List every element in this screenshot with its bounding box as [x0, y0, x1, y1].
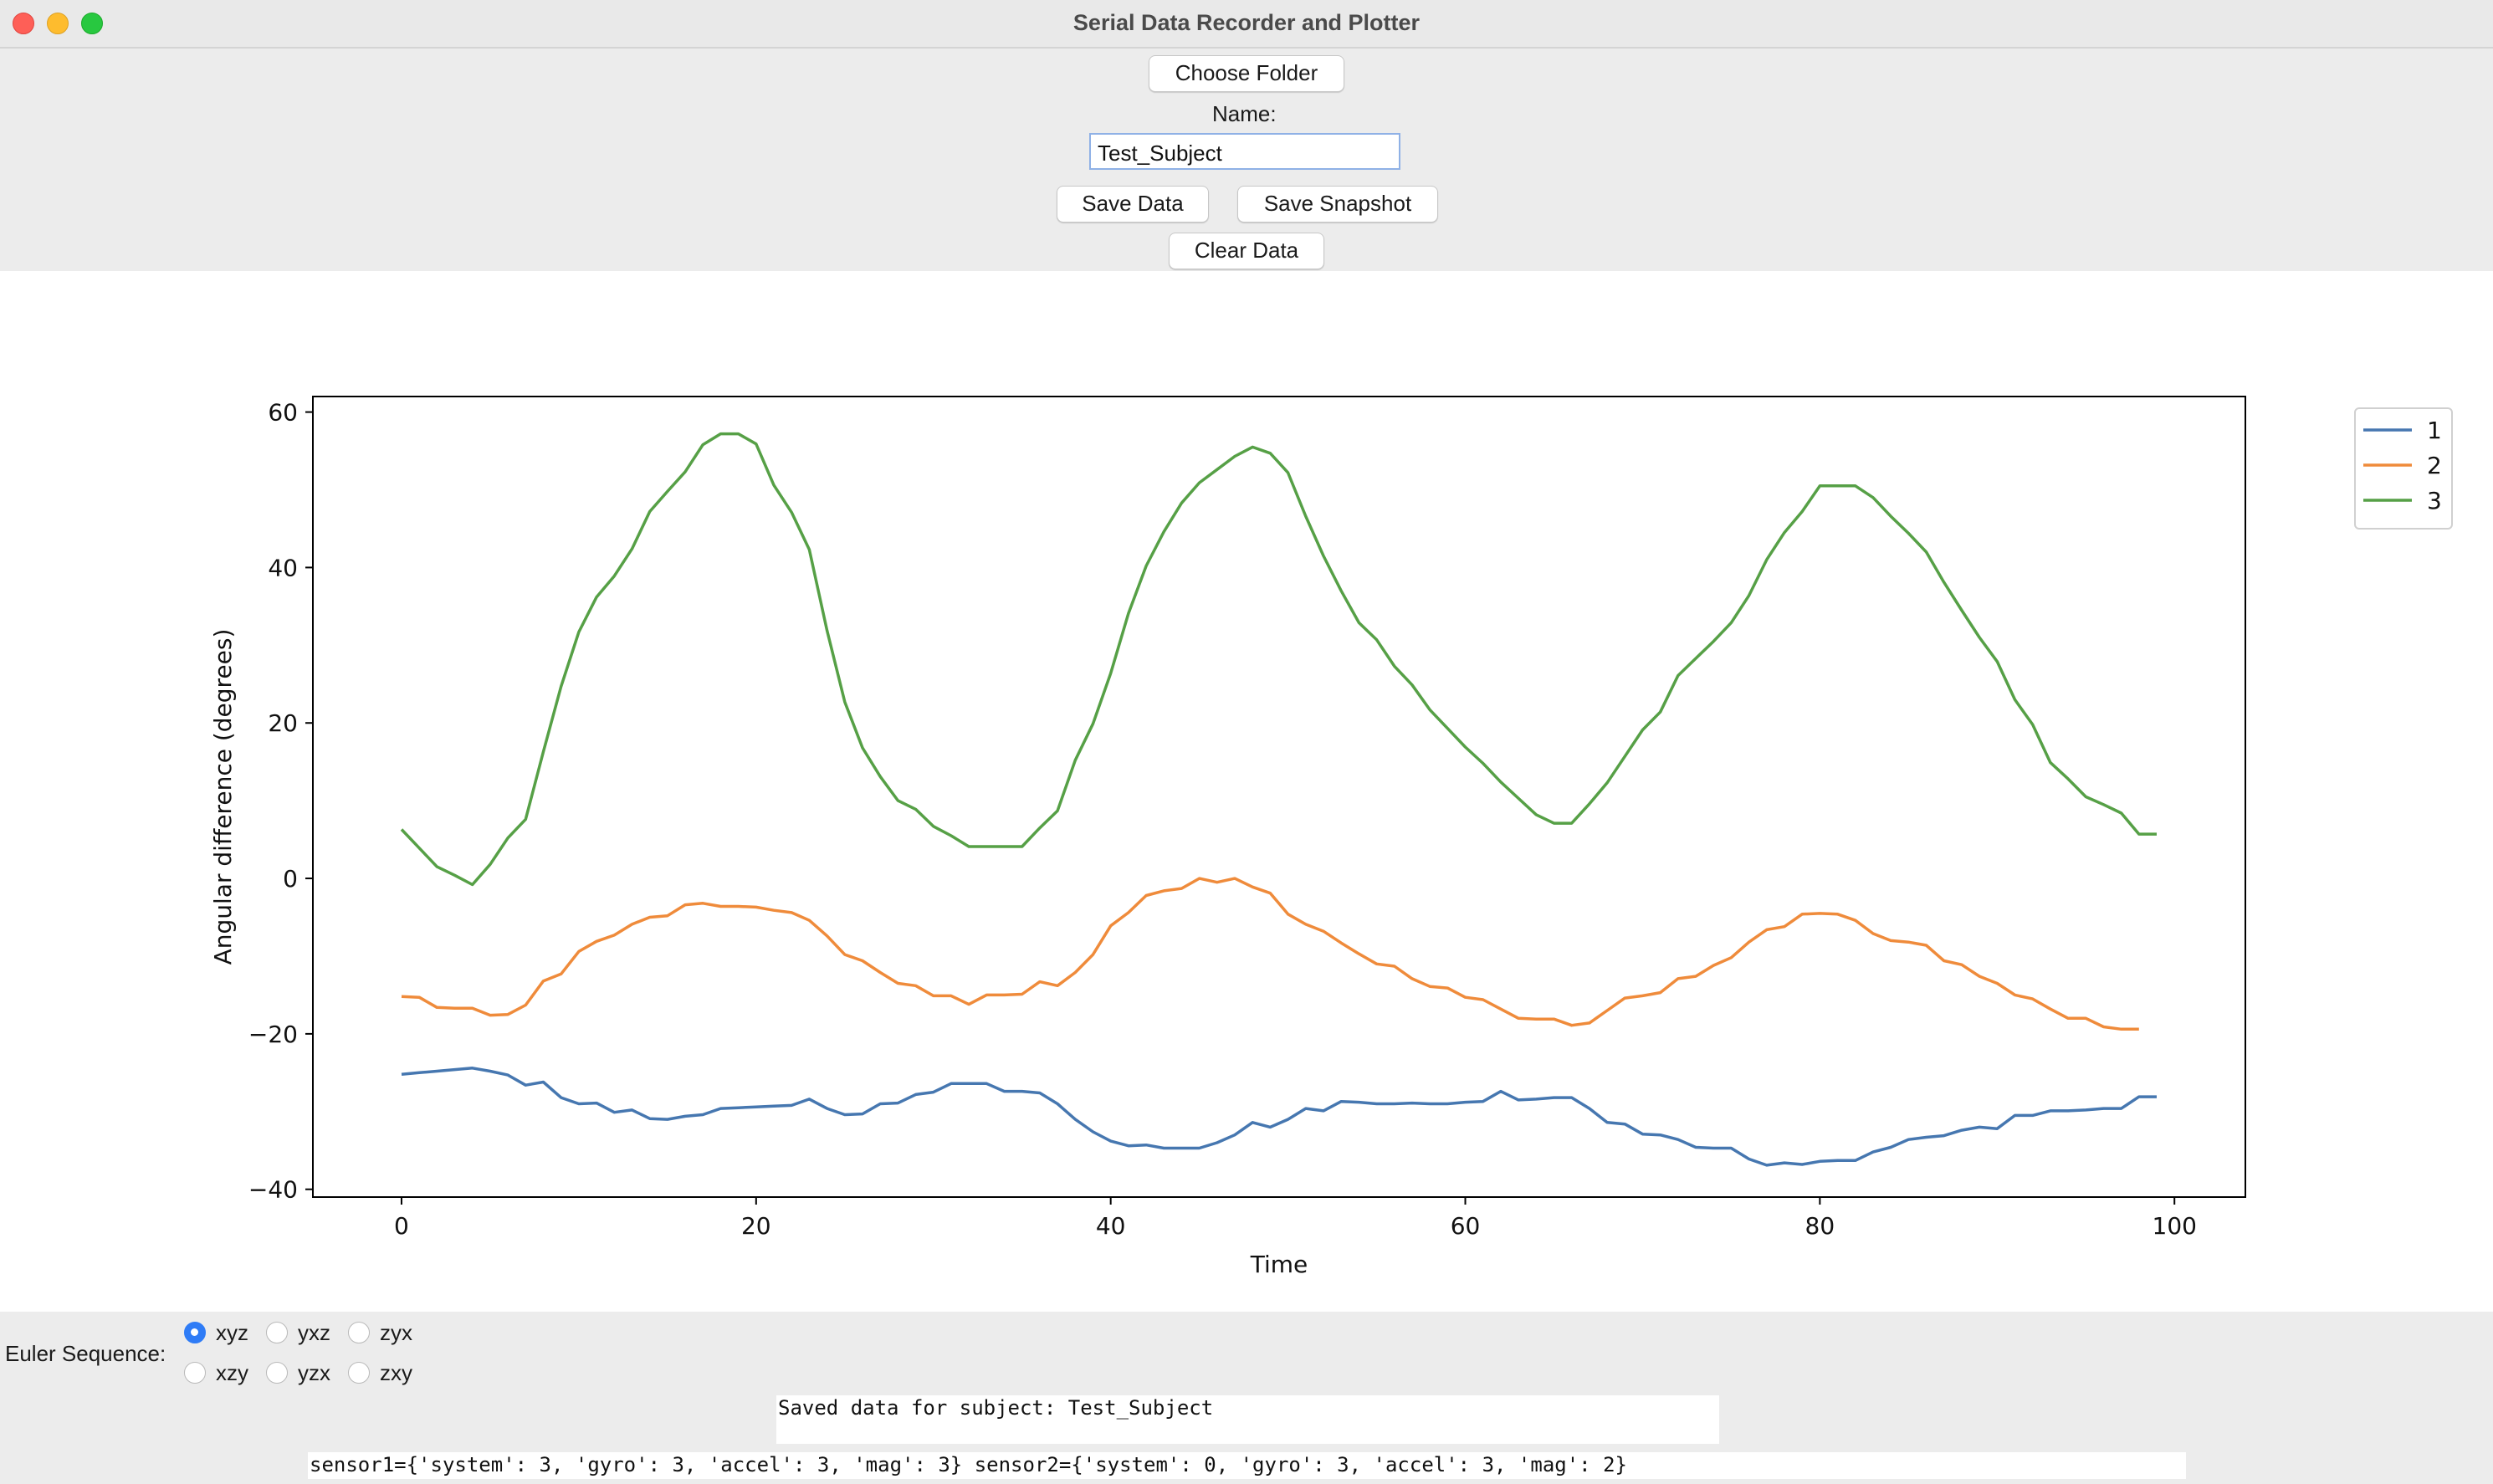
euler-radio-label-yzx[interactable]: yzx	[298, 1360, 330, 1385]
y-tick-label: 0	[283, 865, 298, 893]
legend: 1 2 3	[2354, 407, 2453, 530]
title-bar: Serial Data Recorder and Plotter	[0, 0, 2493, 49]
legend-label-1: 1	[2427, 417, 2442, 444]
save-snapshot-button[interactable]: Save Snapshot	[1237, 186, 1438, 223]
legend-label-2: 2	[2427, 452, 2442, 479]
window-title: Serial Data Recorder and Plotter	[1072, 10, 1421, 35]
euler-radio-zxy[interactable]	[348, 1362, 370, 1384]
euler-radio-yzx[interactable]	[266, 1362, 288, 1384]
save-data-button[interactable]: Save Data	[1057, 186, 1209, 223]
euler-radio-label-xyz[interactable]: xyz	[216, 1320, 248, 1345]
choose-folder-button[interactable]: Choose Folder	[1149, 55, 1344, 92]
y-tick-label: 20	[268, 709, 298, 737]
y-tick-label: 60	[268, 399, 298, 427]
y-axis-label: Angular difference (degrees)	[209, 629, 237, 965]
euler-radio-xzy[interactable]	[184, 1362, 206, 1384]
legend-label-3: 3	[2427, 487, 2442, 514]
legend-box	[2354, 407, 2453, 530]
x-tick-label: 40	[1096, 1212, 1126, 1240]
sensor-status-box: sensor1={'system': 3, 'gyro': 3, 'accel'…	[308, 1452, 2186, 1479]
euler-radio-label-zyx[interactable]: zyx	[380, 1320, 412, 1345]
y-tick-label: −20	[248, 1021, 298, 1048]
x-tick-label: 60	[1451, 1212, 1481, 1240]
x-axis-label: Time	[1250, 1251, 1308, 1278]
maximize-window-button[interactable]	[81, 13, 103, 34]
close-window-button[interactable]	[13, 13, 34, 34]
line-chart: 0 20 40 60 80 100 −40 −20 0 20 40 60 Time Angular d…	[209, 396, 2453, 1278]
series-line-2	[401, 877, 2139, 1031]
euler-radio-xyz[interactable]	[184, 1322, 206, 1343]
clear-data-button[interactable]: Clear Data	[1169, 233, 1324, 269]
euler-radio-zyx[interactable]	[348, 1322, 370, 1343]
x-tick-label: 0	[394, 1212, 409, 1240]
y-tick-label: −40	[248, 1176, 298, 1204]
y-tick-label: 40	[268, 554, 298, 581]
status-message-box: Saved data for subject: Test_Subject	[776, 1395, 1719, 1444]
x-tick-label: 100	[2153, 1212, 2197, 1240]
series-line-1	[401, 1067, 2157, 1167]
axes-frame	[312, 396, 2246, 1198]
euler-radio-label-yxz[interactable]: yxz	[298, 1320, 330, 1345]
euler-radio-yxz[interactable]	[266, 1322, 288, 1343]
x-tick-label: 20	[741, 1212, 771, 1240]
euler-radio-label-xzy[interactable]: xzy	[216, 1360, 248, 1385]
series-line-3	[400, 432, 2157, 887]
minimize-window-button[interactable]	[47, 13, 69, 34]
euler-radio-label-zxy[interactable]: zxy	[380, 1360, 412, 1385]
euler-sequence-label: Euler Sequence:	[5, 1341, 166, 1366]
name-input[interactable]: Test_Subject	[1089, 133, 1400, 170]
name-label: Name:	[1212, 101, 1277, 126]
plot-canvas: 0 20 40 60 80 100 −40 −20 0 20 40 60 Time Angular d…	[0, 271, 2493, 1312]
x-tick-label: 80	[1805, 1212, 1835, 1240]
